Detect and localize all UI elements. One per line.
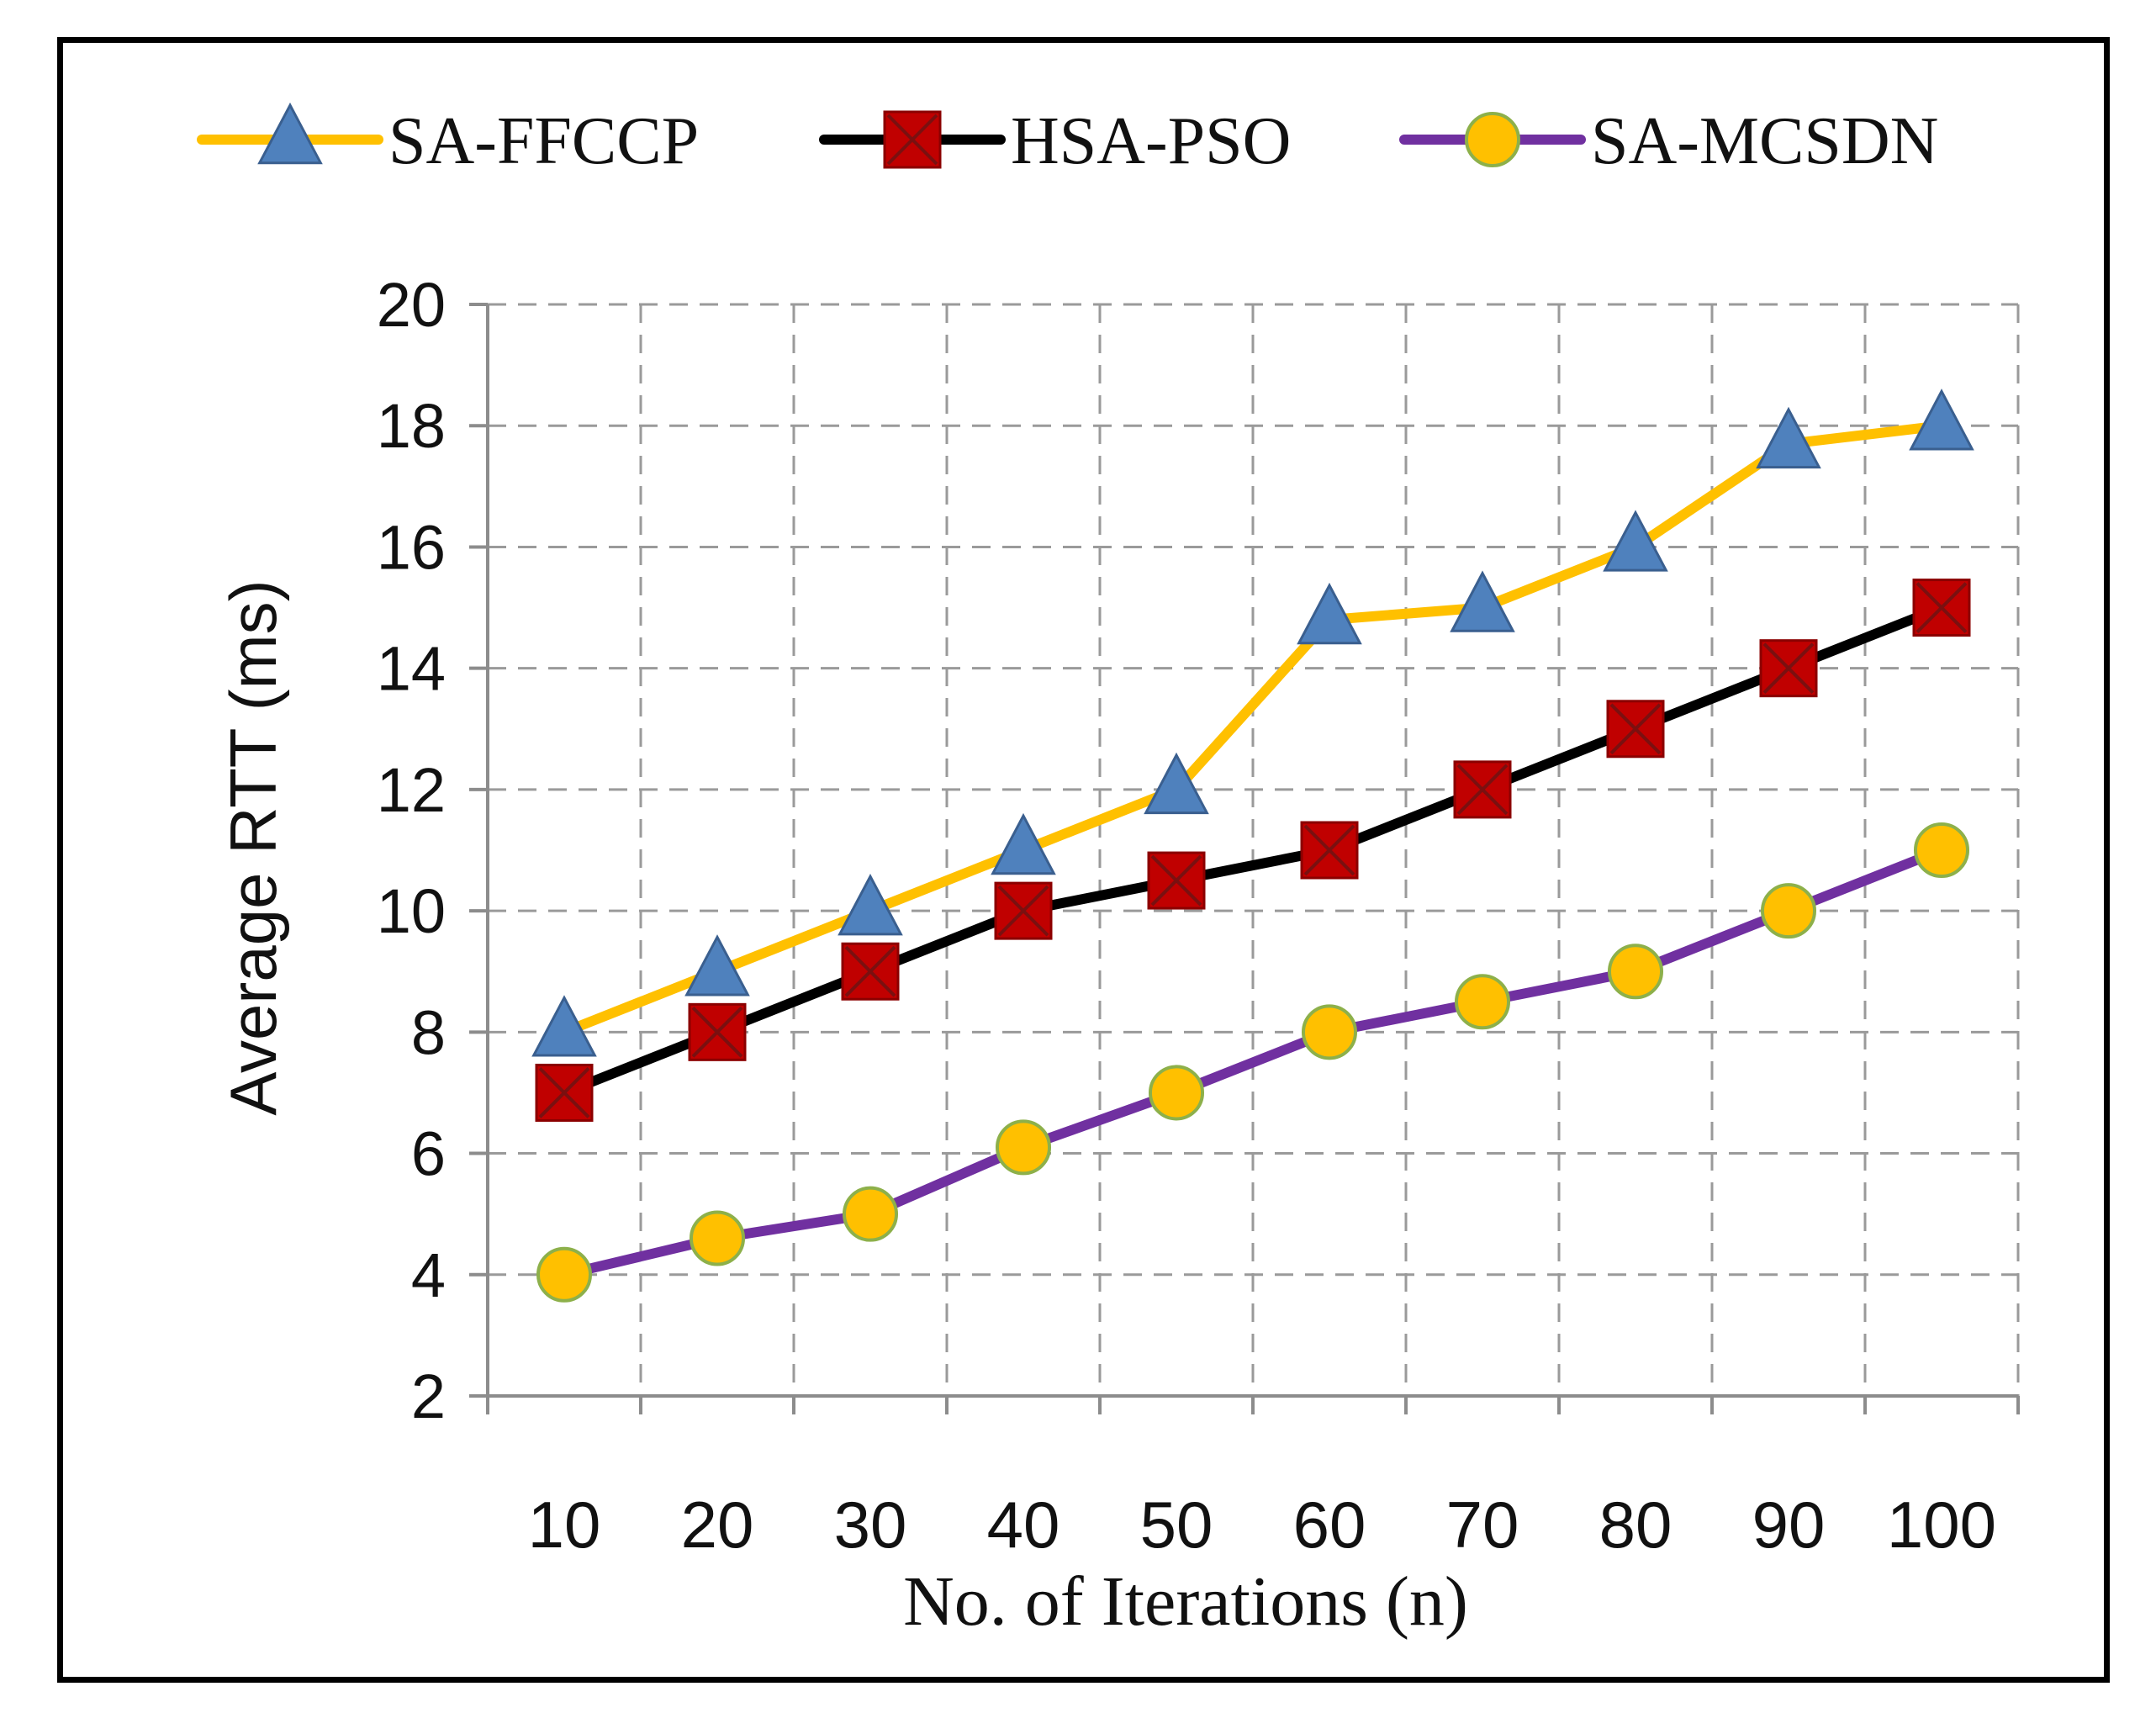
- series-line-sa-mcsdn: [559, 845, 1947, 1280]
- data-point-hsa-pso-cross: [691, 1006, 743, 1058]
- data-point-hsa-pso-cross: [1609, 703, 1662, 755]
- x-tick-label: 70: [1446, 1488, 1519, 1562]
- y-axis-label: Average RTT (ms): [216, 579, 290, 1115]
- x-tick-label: 30: [834, 1488, 907, 1562]
- x-tick-label: 20: [681, 1488, 754, 1562]
- y-tick-label: 12: [377, 755, 446, 825]
- y-tick-label: 20: [377, 270, 446, 340]
- data-point-sa-ffccp: [1144, 752, 1209, 815]
- data-point-sa-mcsdn: [1454, 974, 1511, 1030]
- y-tick-label: 8: [411, 997, 446, 1067]
- y-tick-label: 6: [411, 1119, 446, 1189]
- legend: SA-FFCCP HSA-PSO SA-MCSDN: [197, 102, 1938, 178]
- x-tick-labels: 10 20 30 40 50 60 70 80 90 100: [528, 1488, 1996, 1562]
- data-point-hsa-pso-cross: [844, 945, 896, 997]
- data-point-hsa-pso-cross: [997, 885, 1049, 937]
- axes: [469, 303, 2020, 1414]
- series-line-hsa-pso: [559, 602, 1947, 1098]
- legend-marker-sa-mcsdn: [1464, 111, 1521, 168]
- data-point-sa-mcsdn: [1301, 1004, 1358, 1060]
- data-point-sa-mcsdn: [689, 1210, 746, 1266]
- data-point-sa-ffccp: [1909, 389, 1974, 451]
- x-axis-label: No. of Iterations (n): [903, 1562, 1468, 1641]
- data-point-sa-mcsdn: [1760, 883, 1817, 939]
- series-markers: [531, 389, 1974, 1303]
- y-tick-label: 4: [411, 1240, 446, 1310]
- x-tick-label: 60: [1293, 1488, 1366, 1562]
- legend-label-sa-mcsdn: SA-MCSDN: [1591, 104, 1938, 178]
- x-tick-label: 10: [528, 1488, 601, 1562]
- x-tick-label: 100: [1887, 1488, 1996, 1562]
- data-point-sa-mcsdn: [842, 1186, 899, 1242]
- legend-marker-hsa-pso-cross: [886, 114, 938, 166]
- data-point-hsa-pso-cross: [1303, 824, 1355, 876]
- data-point-hsa-pso-cross: [1456, 764, 1509, 816]
- legend-label-sa-ffccp: SA-FFCCP: [388, 104, 699, 178]
- data-point-sa-ffccp: [684, 934, 750, 997]
- data-point-sa-ffccp: [1450, 570, 1515, 632]
- y-tick-label: 2: [411, 1361, 446, 1431]
- data-point-hsa-pso-cross: [538, 1067, 590, 1118]
- y-tick-labels: 2 4 6 8 10 12 14 16 18 20: [377, 270, 446, 1431]
- x-tick-label: 90: [1752, 1488, 1826, 1562]
- data-point-sa-mcsdn: [1148, 1065, 1205, 1121]
- data-point-sa-ffccp: [531, 995, 597, 1057]
- y-tick-label: 16: [377, 512, 446, 582]
- x-tick-label: 40: [987, 1488, 1060, 1562]
- data-point-sa-ffccp: [991, 812, 1056, 875]
- data-point-sa-mcsdn: [536, 1246, 593, 1303]
- data-point-sa-ffccp: [1756, 406, 1821, 469]
- series-lines: [559, 420, 1947, 1280]
- series-line-sa-ffccp: [559, 420, 1947, 1038]
- legend-label-hsa-pso: HSA-PSO: [1011, 104, 1291, 178]
- data-point-sa-mcsdn: [1913, 822, 1970, 879]
- data-point-sa-ffccp: [1297, 582, 1362, 645]
- y-tick-label: 14: [377, 634, 446, 704]
- data-point-sa-ffccp: [1603, 510, 1668, 572]
- data-point-sa-ffccp: [838, 873, 903, 936]
- data-point-sa-mcsdn: [995, 1119, 1052, 1176]
- data-point-sa-mcsdn: [1607, 944, 1664, 1000]
- legend-marker-sa-ffccp: [257, 102, 323, 165]
- y-tick-label: 10: [377, 876, 446, 946]
- x-tick-label: 50: [1140, 1488, 1213, 1562]
- x-tick-label: 80: [1599, 1488, 1672, 1562]
- data-point-hsa-pso-cross: [1762, 642, 1815, 695]
- data-point-hsa-pso-cross: [1916, 582, 1968, 633]
- data-point-hsa-pso-cross: [1150, 854, 1202, 907]
- figure-frame: [57, 37, 2110, 1683]
- y-tick-label: 18: [377, 391, 446, 461]
